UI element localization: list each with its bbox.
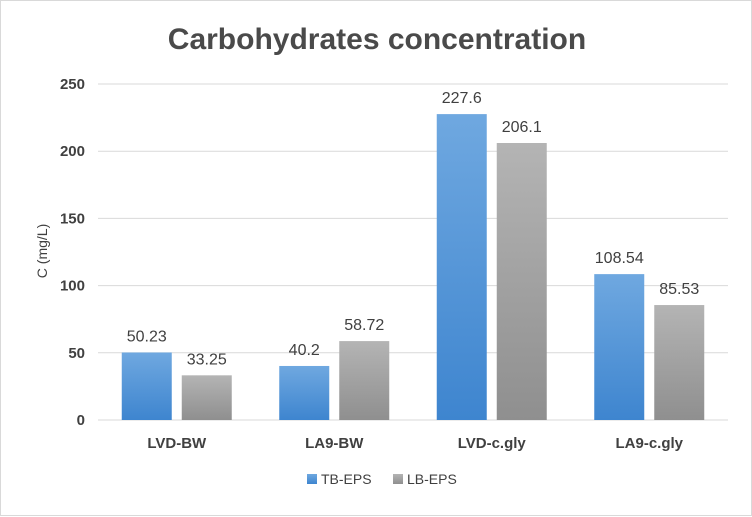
data-label: 50.23 [127, 328, 167, 345]
x-tick-label: LA9-c.gly [615, 435, 683, 452]
y-tick-label: 50 [68, 345, 85, 362]
y-tick-label: 100 [60, 278, 85, 295]
data-label: 58.72 [344, 317, 384, 334]
chart-title: Carbohydrates concentration [168, 23, 586, 56]
bar-tb-eps-la9-c-gly [594, 274, 645, 420]
data-label: 85.53 [659, 281, 699, 298]
legend-label-lb-eps: LB-EPS [407, 471, 457, 487]
y-tick-label: 200 [60, 143, 85, 160]
bar-lb-eps-lvd-c-gly [496, 143, 547, 421]
bar-lb-eps-la9-c-gly [654, 305, 705, 420]
y-axis-label: C (mg/L) [34, 224, 50, 278]
y-tick-label: 0 [77, 412, 85, 429]
x-tick-label: LA9-BW [305, 435, 364, 452]
legend: TB-EPS LB-EPS [307, 471, 457, 487]
bar-tb-eps-lvd-bw [121, 352, 172, 420]
x-tick-label: LVD-c.gly [458, 435, 527, 452]
legend-swatch-lb-eps [393, 474, 403, 484]
bar-lb-eps-lvd-bw [181, 375, 232, 420]
data-label: 33.25 [187, 351, 227, 368]
data-label: 40.2 [289, 342, 320, 359]
data-label: 108.54 [595, 250, 644, 267]
data-label: 206.1 [502, 119, 542, 136]
legend-swatch-tb-eps [307, 474, 317, 484]
bar-tb-eps-lvd-c-gly [436, 114, 487, 421]
x-tick-label: LVD-BW [147, 435, 207, 452]
bar-lb-eps-la9-bw [339, 341, 390, 420]
y-tick-label: 150 [60, 210, 85, 227]
legend-label-tb-eps: TB-EPS [321, 471, 372, 487]
data-label: 227.6 [442, 90, 482, 107]
y-tick-label: 250 [60, 76, 85, 93]
bar-tb-eps-la9-bw [279, 365, 330, 420]
